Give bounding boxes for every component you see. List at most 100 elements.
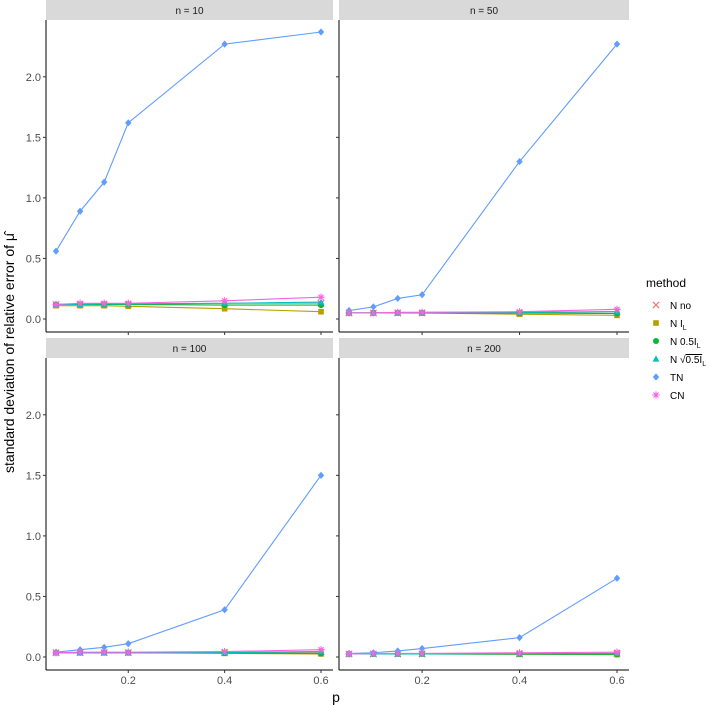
axis-titles: p standard deviation of relative error o…	[1, 230, 340, 705]
legend-key-nil	[653, 320, 659, 326]
legend-label: CN	[670, 391, 684, 402]
point-cn	[394, 308, 402, 316]
facet-strip	[339, 338, 629, 358]
point-cn	[317, 646, 325, 654]
point-tn	[100, 643, 108, 651]
series-line-cn	[55, 649, 322, 654]
point-cn	[345, 650, 353, 658]
point-cn	[369, 309, 377, 317]
y-tick-label: 2.0	[26, 72, 41, 84]
legend: method N no N IL N 0.5IL N √0.5IL TN CN	[646, 276, 706, 402]
facet-strip	[339, 0, 629, 20]
y-tick-label: 1.0	[26, 531, 41, 543]
point-tn	[125, 640, 132, 648]
point-tn	[221, 40, 228, 48]
point-cn	[100, 648, 108, 656]
legend-key-nsq	[652, 355, 660, 362]
point-cn	[221, 297, 229, 305]
x-tick-label: 0.4	[217, 675, 232, 687]
legend-label: N no	[670, 301, 692, 312]
point-tn	[613, 40, 621, 48]
mu-hat-symbol: μ̂	[1, 230, 17, 241]
point-tn	[317, 28, 325, 36]
legend-label: TN	[670, 373, 683, 384]
facet-strip-label: n = 10	[175, 6, 204, 17]
point-cn	[52, 300, 60, 309]
point-cn	[515, 308, 524, 316]
series-line-tn	[55, 475, 322, 653]
point-cn	[345, 309, 353, 317]
point-nsq	[317, 298, 325, 305]
x-axis-title: p	[332, 689, 340, 705]
legend-key-cn	[652, 391, 660, 399]
legend-key-nno	[652, 301, 660, 309]
point-tn	[76, 207, 84, 215]
point-cn	[100, 299, 108, 307]
point-tn	[125, 119, 132, 127]
y-tick-label: 0.0	[26, 314, 41, 326]
point-cn	[418, 649, 426, 657]
series-line-tn	[348, 43, 618, 312]
point-tn	[418, 291, 426, 299]
legend-label: N √0.5IL	[670, 354, 706, 368]
legend-label: N IL	[670, 319, 687, 332]
y-tick-label: 1.5	[26, 132, 41, 144]
point-tn	[394, 294, 401, 303]
series-line-tn	[348, 577, 618, 654]
point-tn	[100, 178, 108, 186]
point-cn	[76, 299, 84, 307]
y-axis-title: standard deviation of relative error of …	[1, 230, 17, 473]
point-tn	[516, 157, 523, 166]
facet-strip	[46, 0, 333, 20]
x-tick-label: 0.6	[313, 675, 328, 687]
series-line-cn	[348, 651, 618, 655]
point-cn	[613, 305, 621, 313]
point-tn	[516, 634, 523, 642]
x-tick-label: 0.2	[414, 675, 429, 687]
x-tick-label: 0.2	[121, 675, 136, 687]
legend-title: method	[646, 276, 686, 290]
panel-2: n = 50	[336, 0, 629, 335]
point-tn	[221, 606, 228, 614]
point-tn	[52, 247, 60, 255]
legend-label: N 0.5IL	[670, 337, 701, 350]
series-line-cn	[349, 308, 618, 314]
legend-item-tn: TN	[652, 373, 683, 384]
point-cn	[76, 648, 84, 656]
y-tick-label: 1.0	[26, 193, 41, 205]
legend-item-n05: N 0.5IL	[653, 337, 701, 350]
legend-item-nsq: N √0.5IL	[652, 354, 706, 368]
y-tick-label: 0.5	[26, 591, 41, 603]
point-tn	[613, 574, 621, 582]
x-tick-label: 0.6	[609, 675, 624, 687]
legend-key-tn	[652, 373, 660, 381]
facet-strip	[46, 338, 333, 358]
point-cn	[124, 299, 132, 307]
facet-strip-label: n = 100	[173, 344, 207, 355]
point-cn	[613, 648, 621, 656]
point-nil	[221, 305, 228, 312]
point-cn	[369, 650, 377, 658]
panel-4: n = 200 0.2 0.4 0.6	[336, 338, 629, 687]
point-tn	[370, 303, 377, 311]
point-tn	[317, 471, 325, 479]
series-line-cn	[55, 296, 322, 306]
point-tn	[418, 644, 426, 653]
series-line-nsq	[56, 301, 322, 306]
legend-key-n05	[653, 338, 659, 344]
facet-strip-label: n = 50	[470, 6, 499, 17]
point-nil	[318, 308, 324, 315]
point-cn	[221, 647, 229, 656]
y-tick-label: 0.0	[26, 652, 41, 664]
point-cn	[515, 649, 524, 657]
series-line-tn	[55, 31, 322, 252]
legend-item-cn: CN	[652, 391, 684, 402]
point-cn	[317, 293, 325, 301]
point-cn	[394, 649, 402, 657]
y-tick-label: 0.5	[26, 253, 41, 265]
y-tick-label: 1.5	[26, 470, 41, 482]
panel-1: n = 10 0.0 0.5 1.0 1.5 2.0	[26, 0, 333, 335]
legend-item-nil: N IL	[653, 319, 687, 332]
facet-strip-label: n = 200	[467, 344, 501, 355]
